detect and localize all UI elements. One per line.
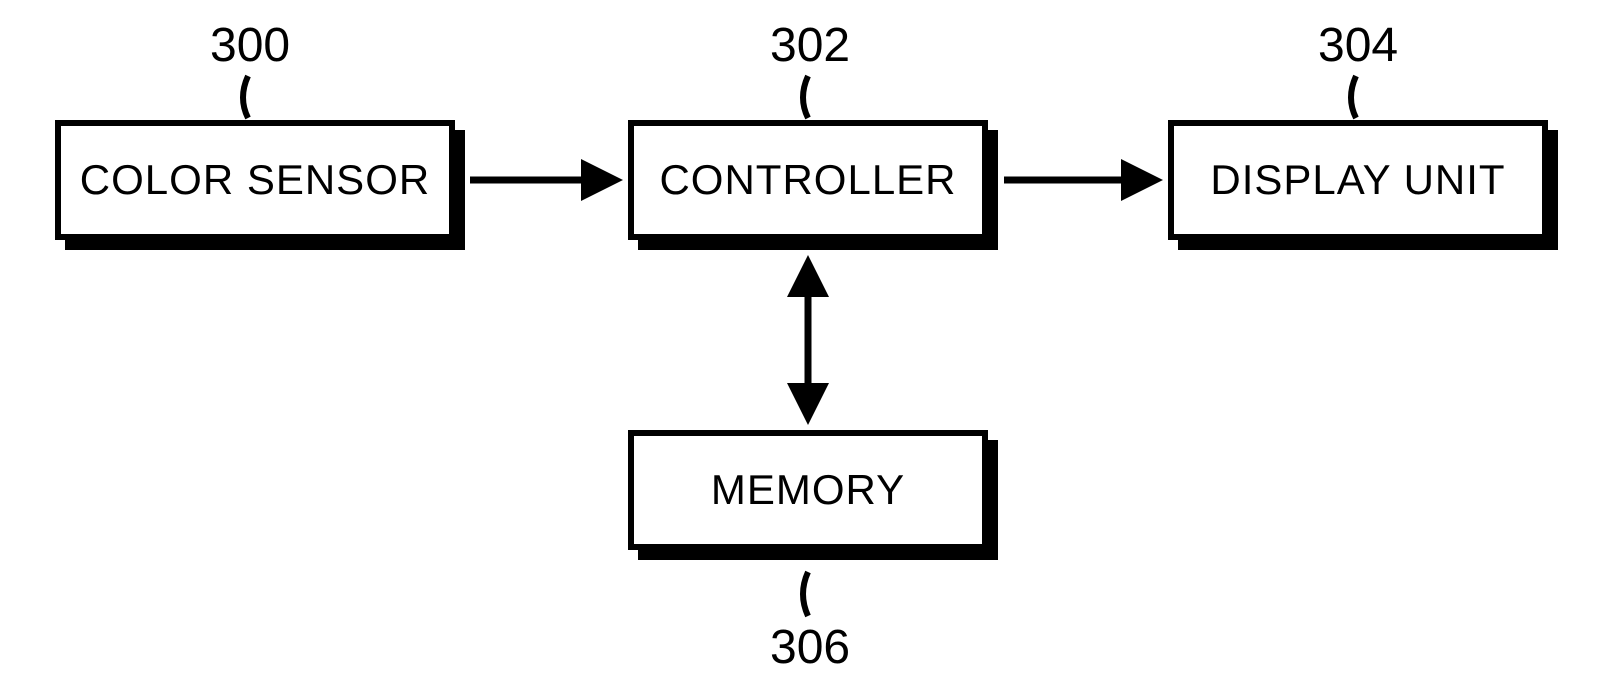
ref-label-color-sensor: 300 (210, 18, 290, 73)
node-label-controller: CONTROLLER (659, 156, 956, 204)
edge-arrows (0, 0, 1620, 687)
ref-label-controller: 302 (770, 18, 850, 73)
node-label-memory: MEMORY (711, 466, 905, 514)
node-controller: CONTROLLER (628, 120, 988, 240)
ref-label-display-unit: 304 (1318, 18, 1398, 73)
node-label-color-sensor: COLOR SENSOR (80, 156, 430, 204)
node-color-sensor: COLOR SENSOR (55, 120, 455, 240)
node-memory: MEMORY (628, 430, 988, 550)
ref-label-memory: 306 (770, 620, 850, 675)
node-label-display-unit: DISPLAY UNIT (1210, 156, 1505, 204)
node-display-unit: DISPLAY UNIT (1168, 120, 1548, 240)
diagram-canvas: 300 302 304 306 COLOR SENSOR CONTROLLER … (0, 0, 1620, 687)
connector-ticks (0, 0, 1620, 687)
